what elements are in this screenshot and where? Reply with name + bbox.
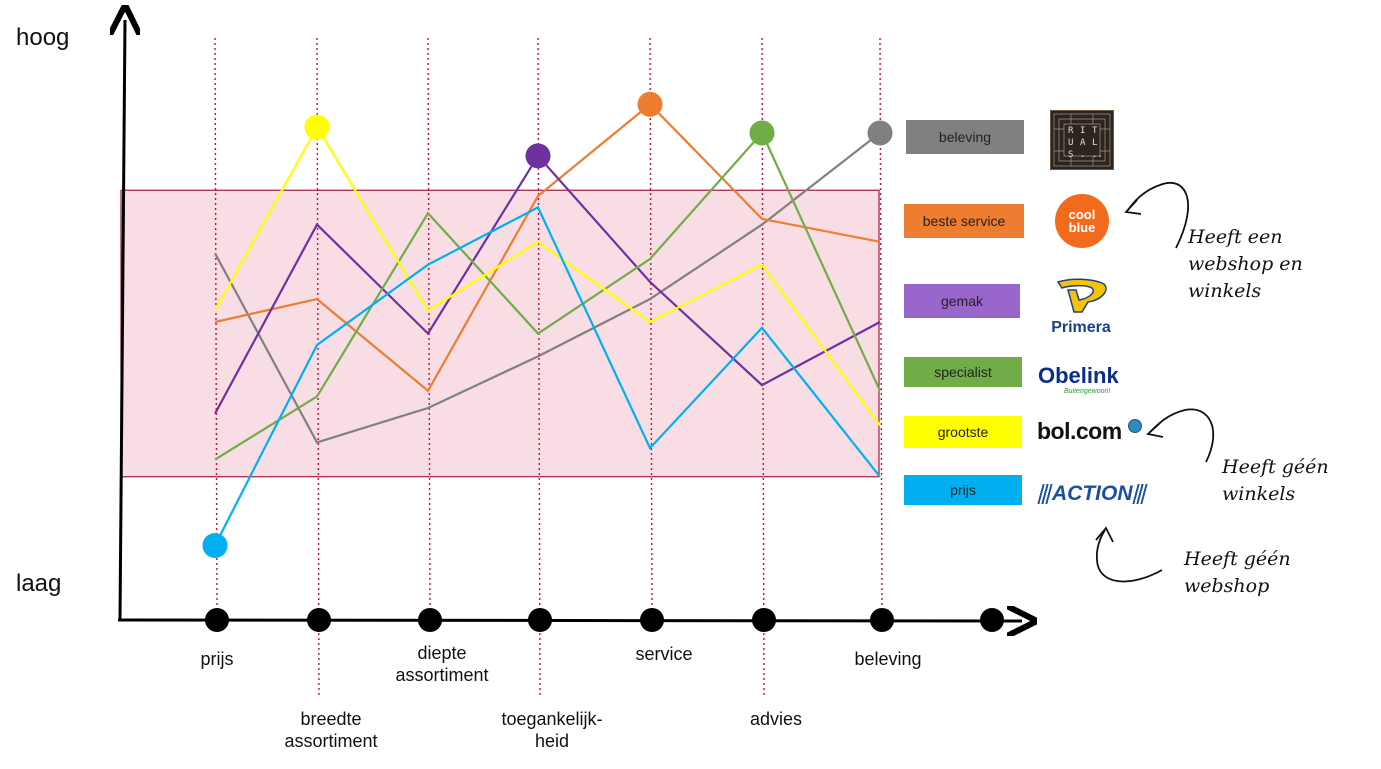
action-stripes-icon [1037,484,1053,504]
series-marker-beleving [867,120,893,146]
x-axis-dot [205,608,229,632]
svg-text:A: A [1080,138,1086,148]
coolblue-logo: cool blue [1055,194,1109,248]
series-marker-beste-service [637,91,663,117]
coolblue-logo-text: cool blue [1068,207,1096,235]
svg-text:L: L [1092,138,1097,148]
legend-label: gemak [940,293,984,309]
series-marker-grootste [304,114,330,140]
competitive-band [120,189,880,478]
y-axis-low-label: laag [16,570,62,597]
category-gridline [649,37,653,613]
bolcom-logo-text: bol.com [1037,418,1122,444]
y-axis-high-label: hoog [16,24,70,51]
x-tick-label: beleving [854,649,922,669]
note-no-stores: Heeft géén winkels [1222,456,1329,505]
x-axis-dot [752,608,776,632]
primera-logo-graphic [1056,278,1107,313]
legend-item-specialist: specialist [904,357,1022,387]
x-tick-label: diepte assortiment [395,643,489,685]
category-gridline [214,37,218,613]
category-gridline [427,37,431,613]
bolcom-logo: bol.com [1037,418,1147,448]
legend-label: prijs [950,482,976,498]
note-webshop-and-stores: Heeft een webshop en winkels [1188,226,1303,302]
annotation-arrow-no-webshop [1095,529,1163,583]
action-logo-text: ACTION [1052,482,1133,505]
legend-item-prijs: prijs [904,475,1022,505]
legend-label: beleving [938,129,992,145]
x-tick-label: advies [749,709,803,729]
obelink-logo-tagline: Buitengewoon! [1064,388,1111,395]
legend-item-gemak: gemak [904,284,1020,318]
series-line-beste-service [214,102,881,393]
svg-text:S: S [1068,150,1073,160]
x-axis-dot [528,608,552,632]
category-gridline [761,37,765,699]
svg-text:..: .. [1092,150,1103,160]
series-line-prijs [214,205,881,546]
legend-item-grootste: grootste [904,416,1022,448]
action-logo: ACTION [1037,481,1148,507]
svg-text:U: U [1068,138,1073,148]
note-no-webshop: Heeft géén webshop [1184,548,1291,597]
series-line-beleving [214,132,881,444]
svg-text:I: I [1080,126,1085,136]
legend-label: grootste [937,424,989,440]
x-axis-dot [980,608,1004,632]
x-axis-dot [307,608,331,632]
annotation-arrow-webshop-and-stores [1127,182,1190,249]
series-marker-specialist [749,120,775,146]
obelink-logo: Obelink Buitengewoon! [1038,364,1138,400]
legend-label: specialist [934,364,992,380]
series-marker-gemak [525,143,551,169]
bolcom-smile-icon [1128,419,1142,433]
legend-item-beleving: beleving [906,120,1024,154]
legend-label: beste service [922,213,1006,229]
x-axis-dot [418,608,442,632]
series-marker-prijs [202,533,228,559]
primera-logo-text: Primera [1051,319,1111,336]
legend-item-beste-service: beste service [904,204,1024,238]
obelink-logo-text: Obelink [1038,363,1119,388]
category-gridline [316,37,320,699]
svg-text:T: T [1092,126,1098,136]
x-tick-label: service [635,644,693,664]
x-tick-label: breedte assortiment [284,709,378,751]
x-tick-label: prijs [200,649,234,669]
svg-text:.: . [1080,150,1085,160]
svg-text:R: R [1068,126,1074,136]
x-tick-label: toegankelijk- heid [501,709,603,751]
x-axis-dot [640,608,664,632]
y-axis [120,20,125,621]
x-axis-dot [870,608,894,632]
primera-logo: Primera [1048,276,1114,338]
